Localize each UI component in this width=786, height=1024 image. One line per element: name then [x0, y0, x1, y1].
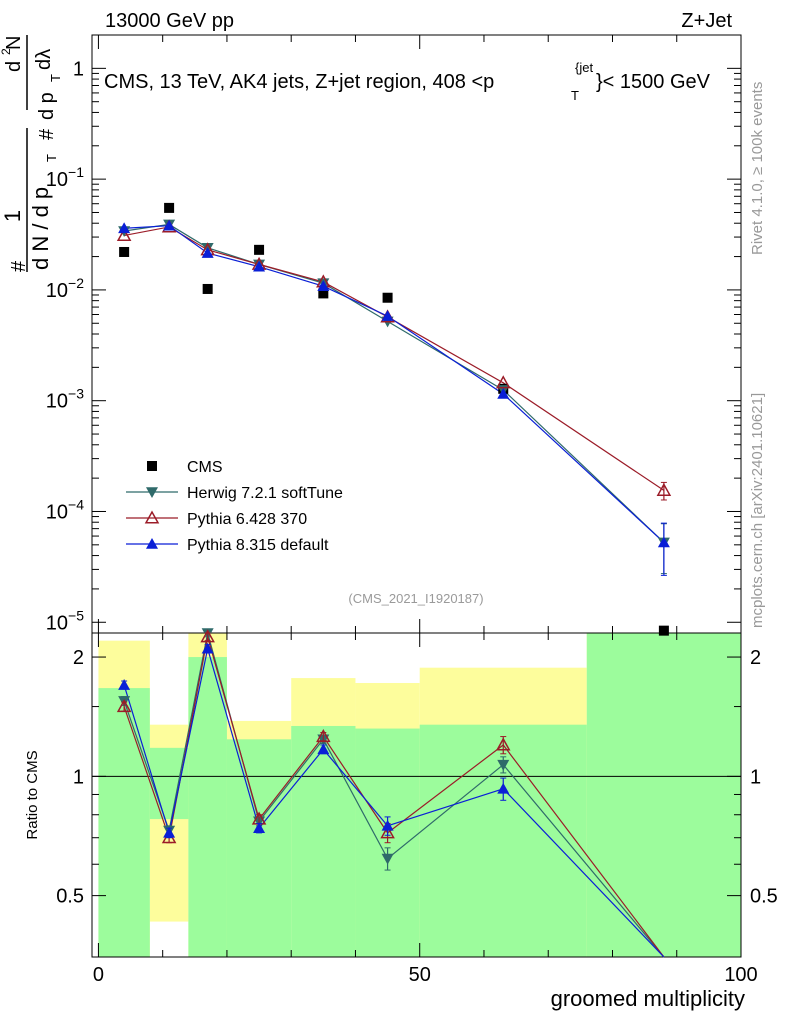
marker-cms	[119, 246, 130, 257]
ylabel-sup2: 2	[0, 48, 13, 55]
marker-pythia-8-315-default	[201, 247, 214, 258]
y-axis-label: 1 d N / d p T # d 2 N # d p T dλ	[0, 35, 63, 272]
ratio-y-label: Ratio to CMS	[24, 750, 41, 839]
ratio-y-tick-label-right: 2	[750, 647, 761, 669]
ratio-plot-frame	[91, 632, 742, 958]
inner-band-0	[98, 688, 150, 957]
plot-title-sup: {jet	[575, 60, 593, 75]
marker-pythia-8-315-default	[317, 280, 330, 292]
ratio-y-tick-label: 0.5	[56, 886, 84, 908]
y-tick-label: 10−1	[46, 164, 84, 191]
ylabel-dlambda: dλ	[33, 49, 55, 70]
ratio-marker-pythia-8-315-default	[381, 819, 394, 831]
ylabel-den-t: T	[44, 154, 59, 162]
x-tick-label: 50	[409, 964, 431, 986]
y-tick-label: 1	[73, 58, 84, 80]
side-label-rivet: Rivet 4.1.0, ≥ 100k events	[749, 82, 766, 255]
inner-band-3	[226, 739, 292, 957]
x-tick-label: 0	[93, 964, 104, 986]
ratio-y-tick-label: 1	[73, 766, 84, 788]
legend-marker-cms	[147, 461, 157, 471]
legend-label-cms: CMS	[187, 459, 223, 476]
inner-band-1	[149, 747, 189, 820]
ratio-marker-pythia-8-315-default	[201, 642, 214, 654]
ratio-y-tick-label-right: 0.5	[750, 886, 778, 908]
ratio-marker-pythia-8-315-default	[253, 822, 266, 833]
inner-band-2	[188, 657, 227, 957]
ratio-marker-pythia-6-428-370	[495, 737, 511, 751]
ratio-marker-pythia-8-315-default	[163, 826, 176, 838]
line-pythia-6-428-370	[124, 226, 665, 491]
ylabel-num-top: d	[3, 61, 25, 72]
ylabel-mid-t: T	[48, 74, 63, 82]
ratio-line-herwig-7-2-1-softtune	[123, 632, 665, 958]
marker-cms	[254, 244, 265, 255]
ratio-marker-pythia-6-428-370	[380, 825, 395, 839]
marker-pythia-8-315-default	[657, 536, 670, 548]
y-tick-label: 10−3	[46, 386, 84, 413]
ylabel-num-n: N	[3, 36, 25, 50]
ylabel-hash-1: #	[8, 260, 30, 272]
plot-title-end: }< 1500 GeV	[596, 71, 711, 93]
ratio-marker-pythia-8-315-default	[118, 679, 131, 690]
marker-pythia-8-315-default	[381, 310, 394, 321]
legend-label-herwig-7-2-1-softtune: Herwig 7.2.1 softTune	[187, 485, 343, 502]
ratio-y-tick-label: 2	[73, 647, 84, 669]
ylabel-hash-2: #	[36, 128, 58, 140]
ylabel-den: d N / d p	[28, 187, 53, 270]
line-pythia-8-315-default	[124, 225, 665, 543]
marker-pythia-8-315-default	[163, 219, 176, 231]
ylabel-mid: d p	[36, 92, 58, 120]
plot-title-sub: T	[571, 88, 579, 103]
y-tick-label: 10−5	[46, 607, 84, 634]
analysis-id: (CMS_2021_I1920187)	[348, 591, 483, 606]
marker-pythia-6-428-370	[495, 375, 511, 389]
ratio-y-tick-label-right: 1	[750, 766, 761, 788]
side-label-mcplots: mcplots.cern.ch [arXiv:2401.10621]	[749, 393, 766, 628]
ratio-line-pythia-8-315-default	[123, 648, 665, 958]
series-lines	[123, 223, 665, 958]
marker-pythia-8-315-default	[497, 387, 510, 399]
inner-band-4	[291, 725, 356, 957]
legend-marker-herwig-7-2-1-softtune	[146, 487, 158, 498]
x-tick-label: 100	[724, 964, 757, 986]
marker-cms	[658, 625, 669, 636]
y-tick-label: 10−2	[46, 275, 84, 302]
header-right: Z+Jet	[681, 10, 732, 32]
marker-cms	[164, 202, 175, 213]
tick-labels: 0 50 100 10−5 10−4 10−3 10−2 10−1 1 0.5 0.5 1 1 2 2	[46, 58, 778, 986]
header-left: 13000 GeV pp	[105, 10, 234, 32]
uncertainty-bands	[98, 633, 741, 957]
legend-marker-pythia-8-315-default	[146, 538, 158, 549]
marker-pythia-6-428-370	[116, 227, 132, 242]
legend-label-pythia-6-428-370: Pythia 6.428 370	[187, 511, 307, 528]
marker-cms	[318, 288, 329, 299]
ratio-marker-pythia-6-428-370	[316, 729, 331, 743]
x-axis-label: groomed multiplicity	[551, 986, 745, 1011]
marker-pythia-8-315-default	[253, 260, 266, 272]
plot-title: CMS, 13 TeV, AK4 jets, Z+jet region, 408…	[104, 71, 494, 93]
legend: CMS Herwig 7.2.1 softTune Pythia 6.428 370…	[126, 459, 343, 554]
ratio-marker-pythia-6-428-370	[116, 699, 132, 713]
inner-band-7	[586, 633, 741, 957]
ratio-marker-herwig-7-2-1-softtune	[497, 759, 510, 771]
axis-ticks	[92, 34, 742, 957]
y-tick-label: 10−4	[46, 496, 84, 523]
legend-label-pythia-8-315-default: Pythia 8.315 default	[187, 537, 329, 554]
ratio-marker-pythia-8-315-default	[497, 782, 510, 794]
marker-pythia-6-428-370	[656, 482, 672, 496]
ratio-marker-pythia-6-428-370	[200, 629, 215, 643]
marker-pythia-8-315-default	[118, 222, 131, 234]
series-markers	[116, 202, 672, 871]
legend-marker-pythia-6-428-370	[144, 510, 160, 524]
ratio-marker-herwig-7-2-1-softtune	[381, 853, 394, 865]
marker-cms	[202, 283, 213, 294]
ratio-marker-pythia-8-315-default	[317, 743, 330, 755]
ylabel-one: 1	[0, 210, 25, 222]
marker-cms	[382, 292, 393, 303]
